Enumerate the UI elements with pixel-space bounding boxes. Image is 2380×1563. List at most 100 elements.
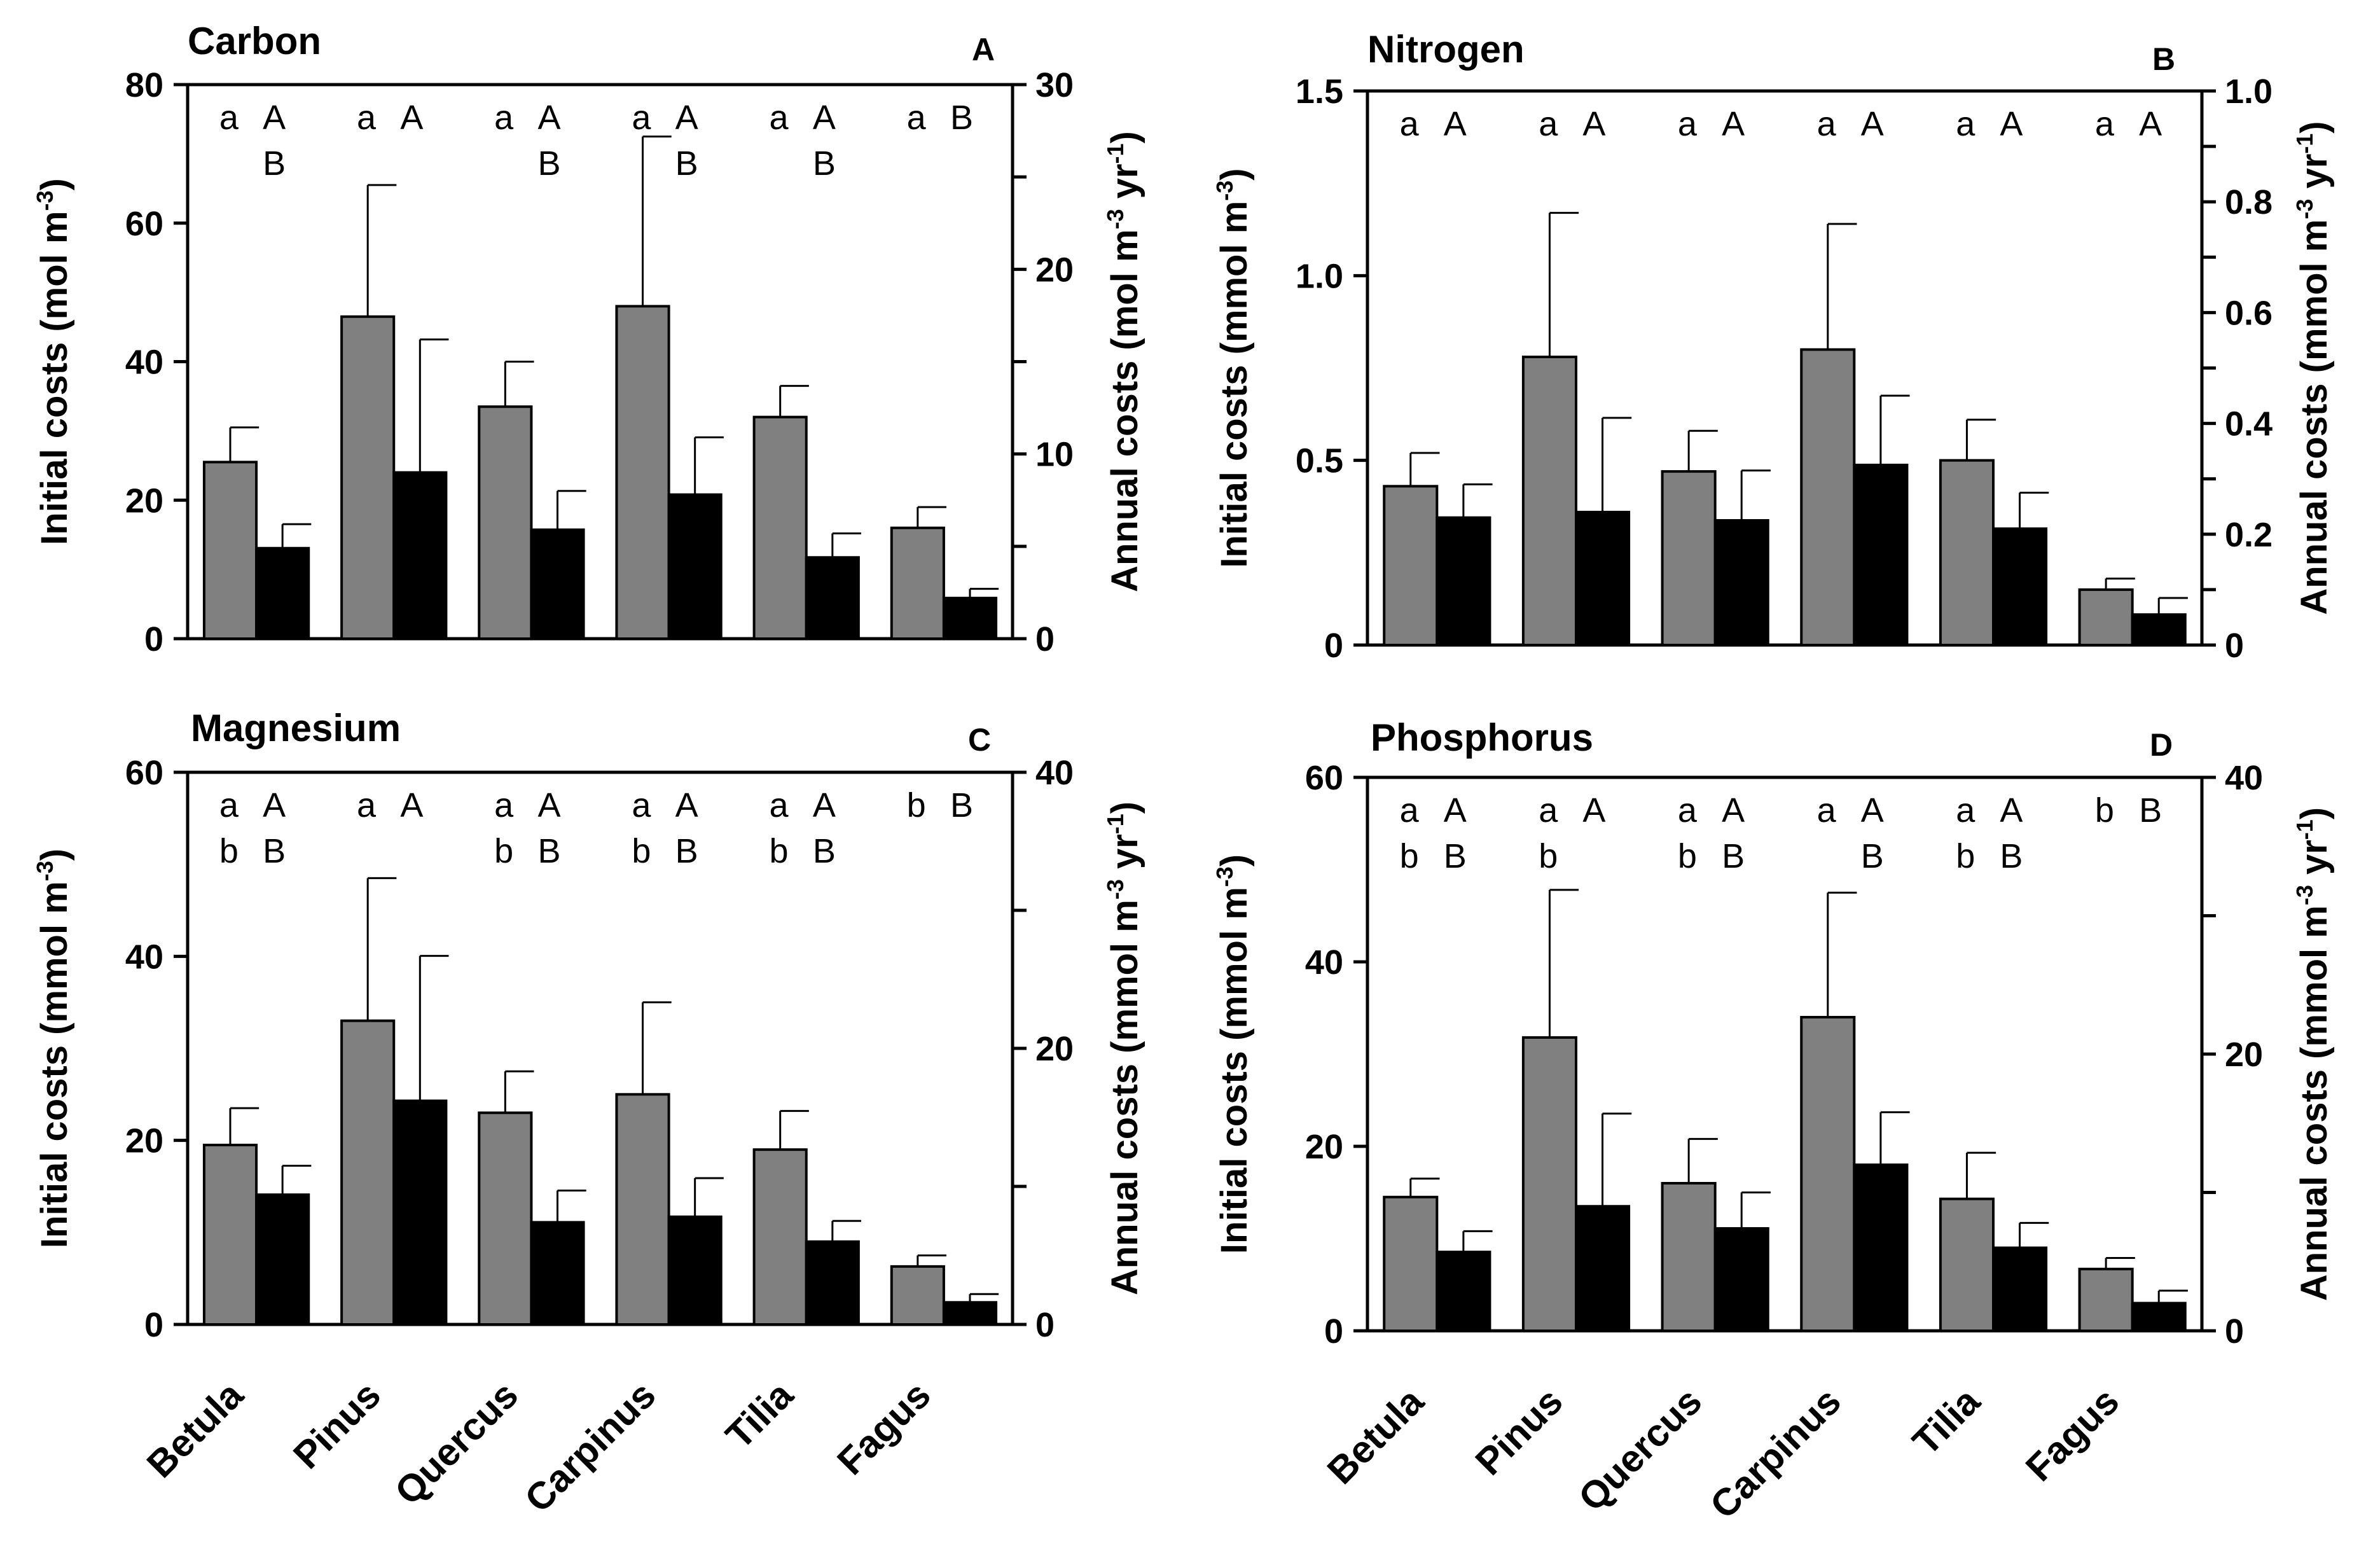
panel-letter: B — [2152, 41, 2175, 77]
left-tick-label: 0 — [144, 1306, 163, 1344]
bar-initial-fagus — [890, 1265, 945, 1326]
left-tick-label: 60 — [1305, 759, 1343, 797]
bar-annual-carpinus — [667, 493, 723, 640]
chart-panel-c: Magnesium C 0 20 40 60 0 20 40 Initial costs (mmo… — [32, 707, 1145, 1520]
sig-letter-lower: b — [1539, 837, 1558, 875]
category-label-betula: Betula — [1319, 1379, 1432, 1492]
category-label-tilia: Tilia — [717, 1373, 801, 1457]
sig-letter-lower: a — [1678, 105, 1698, 143]
plot-frame — [186, 770, 1014, 1326]
bar-annual-pinus — [1575, 510, 1631, 647]
sig-letter-lower: a — [494, 99, 514, 137]
sig-letter-upper: A — [400, 786, 423, 824]
sig-letter-upper: B — [675, 832, 698, 870]
sig-letter-upper: B — [813, 832, 836, 870]
bar-initial-tilia — [752, 1148, 808, 1326]
bar-annual-fagus — [2131, 1302, 2187, 1332]
panel-letter: A — [972, 32, 995, 67]
bar-annual-betula — [1436, 516, 1491, 646]
chart-title: Magnesium — [191, 707, 401, 749]
plot-frame — [186, 83, 1014, 641]
category-label-quercus: Quercus — [1570, 1380, 1710, 1520]
bar-annual-fagus — [942, 1301, 998, 1326]
sig-letter-lower: a — [1400, 105, 1420, 143]
sig-letter-lower: a — [1539, 105, 1558, 143]
category-label-quercus: Quercus — [387, 1373, 527, 1513]
sig-letter-upper: A — [1444, 791, 1467, 830]
bar-initial-carpinus — [1800, 348, 1856, 646]
left-tick-label: 1.0 — [1296, 257, 1343, 295]
bar-initial-quercus — [1661, 470, 1717, 646]
right-tick-label: 40 — [2225, 759, 2263, 797]
sig-letter-upper: A — [2000, 105, 2023, 143]
bar-annual-quercus — [1713, 1227, 1769, 1333]
chart-title: Nitrogen — [1367, 28, 1525, 71]
left-tick-label: 0 — [1324, 1312, 1343, 1351]
sig-letter-upper: A — [675, 99, 698, 137]
sig-letter-lower: a — [357, 99, 377, 137]
right-tick-label: 0.6 — [2225, 294, 2273, 332]
sig-letter-lower: a — [219, 99, 239, 137]
sig-letter-lower: b — [1400, 837, 1419, 875]
sig-letter-upper: B — [1444, 837, 1467, 875]
sig-letter-upper: B — [950, 99, 973, 137]
right-tick-label: 20 — [2225, 1036, 2263, 1074]
sig-letter-lower: a — [1956, 791, 1975, 830]
left-tick-label: 20 — [125, 482, 163, 520]
sig-letter-lower: b — [1678, 837, 1697, 875]
chart-title: Carbon — [188, 20, 321, 62]
sig-letter-upper: A — [1582, 105, 1605, 143]
left-tick-label: 40 — [1305, 943, 1343, 982]
right-axis-label: Annual costs (mmol m-3 yr-1) — [1102, 802, 1145, 1295]
bar-annual-quercus — [530, 1221, 585, 1326]
right-tick-label: 20 — [1035, 251, 1074, 289]
sig-letter-lower: a — [2095, 105, 2115, 143]
bar-annual-pinus — [392, 471, 448, 640]
sig-letter-lower: a — [1678, 791, 1698, 830]
category-label-carpinus: Carpinus — [1702, 1380, 1849, 1527]
sig-letter-upper: B — [263, 832, 286, 870]
right-axis-label: Annual costs (mmol m-3 yr-1) — [2292, 807, 2335, 1301]
right-tick-label: 0.2 — [2225, 516, 2273, 554]
sig-letter-lower: a — [1400, 791, 1420, 830]
sig-letter-upper: A — [813, 786, 836, 824]
bar-initial-carpinus — [615, 1093, 670, 1326]
category-label-pinus: Pinus — [1467, 1380, 1571, 1483]
panel-letter: C — [968, 722, 991, 758]
left-tick-label: 20 — [125, 1122, 163, 1160]
right-tick-label: 0 — [1035, 1306, 1055, 1344]
chart-title: Phosphorus — [1371, 716, 1593, 759]
sig-letter-lower: b — [1956, 837, 1975, 875]
bar-initial-betula — [1383, 485, 1439, 647]
sig-letter-upper: A — [1722, 791, 1745, 830]
bar-annual-pinus — [1575, 1205, 1631, 1332]
bar-annual-fagus — [2131, 613, 2187, 646]
sig-letter-upper: A — [2000, 791, 2023, 830]
sig-letter-upper: A — [1582, 791, 1605, 830]
category-label-pinus: Pinus — [285, 1373, 389, 1477]
left-tick-label: 80 — [125, 66, 163, 104]
category-label-fagus: Fagus — [829, 1373, 938, 1483]
left-tick-label: 0.5 — [1296, 442, 1343, 480]
right-tick-label: 0 — [2225, 1312, 2244, 1351]
plot-frame — [1366, 89, 2204, 647]
left-axis-label: Initial costs (mmol m-3) — [1212, 168, 1255, 567]
sig-letter-upper: A — [400, 99, 423, 137]
left-tick-label: 40 — [125, 344, 163, 382]
left-axis-label: Initial costs (mmol m-3) — [1212, 854, 1255, 1254]
chart-panel-d: Phosphorus D 0 20 40 60 0 20 40 Initial costs (mm… — [1212, 716, 2335, 1527]
bar-initial-quercus — [478, 405, 533, 640]
sig-letter-upper: A — [263, 99, 286, 137]
sig-letter-lower: a — [219, 786, 239, 824]
sig-letter-lower: a — [357, 786, 377, 824]
bar-initial-pinus — [340, 315, 396, 640]
right-tick-label: 0 — [1035, 620, 1055, 658]
sig-letter-upper: A — [675, 786, 698, 824]
bar-annual-quercus — [530, 528, 585, 640]
bar-initial-betula — [1383, 1195, 1439, 1332]
bar-initial-tilia — [1939, 1197, 1995, 1333]
left-tick-label: 0 — [144, 620, 163, 658]
left-tick-label: 1.5 — [1296, 73, 1343, 111]
panel-letter: D — [2150, 727, 2173, 763]
